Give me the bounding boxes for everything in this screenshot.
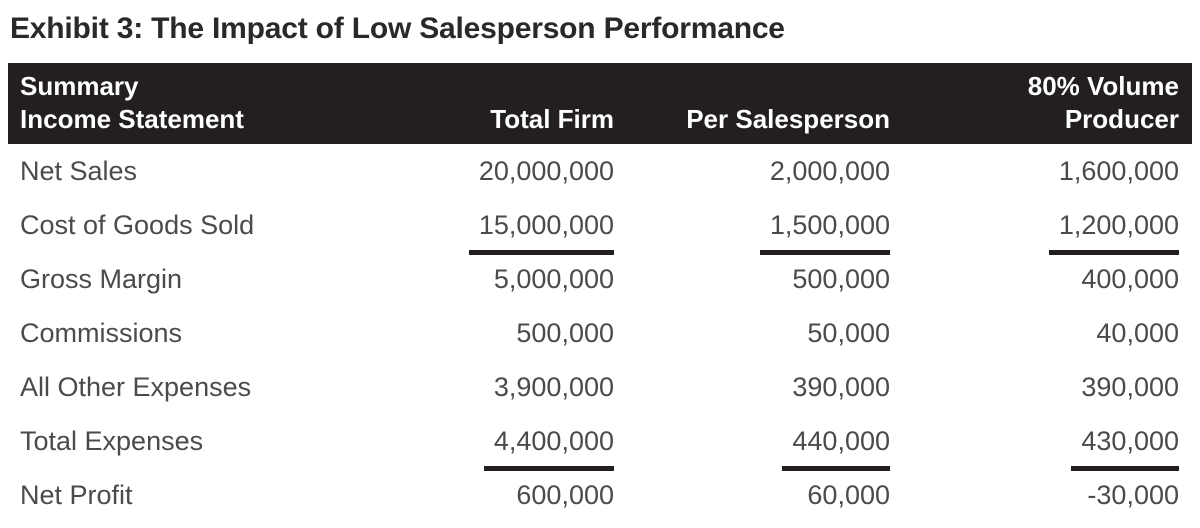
cell-volume-producer: 1,600,000 — [902, 144, 1192, 198]
cell-total-firm: 20,000,000 — [428, 144, 626, 198]
cell-value: 500,000 — [516, 317, 614, 348]
table-row-total-expenses: Total Expenses 4,400,000 440,000 430,000 — [8, 414, 1192, 471]
cell-per-salesperson: 2,000,000 — [626, 144, 902, 198]
cell-value: 2,000,000 — [769, 155, 890, 186]
header-summary-income-statement: Summary Income Statement — [8, 63, 428, 144]
cell-value: 50,000 — [807, 317, 890, 348]
table-row-all-other-expenses: All Other Expenses 3,900,000 390,000 390… — [8, 360, 1192, 414]
cell-volume-producer: 40,000 — [902, 306, 1192, 360]
header-per-salesperson: Per Salesperson — [626, 63, 902, 144]
header-80pct-volume-producer: 80% Volume Producer — [902, 63, 1192, 144]
table-row-gross-margin: Gross Margin 5,000,000 500,000 400,000 — [8, 252, 1192, 306]
row-label: Gross Margin — [20, 263, 183, 294]
page-title: Exhibit 3: The Impact of Low Salesperson… — [10, 12, 785, 45]
row-label: Commissions — [20, 317, 183, 348]
cell-total-firm: 600,000 — [428, 468, 626, 522]
cell-total-firm: 5,000,000 — [428, 252, 626, 306]
cell-value: 390,000 — [792, 371, 890, 402]
cell-value: 500,000 — [792, 263, 890, 294]
cell-value-underlined: 4,400,000 — [483, 426, 614, 471]
row-label: Total Expenses — [20, 425, 204, 456]
cell-total-firm: 4,400,000 — [428, 414, 626, 471]
cell-volume-producer: -30,000 — [902, 468, 1192, 522]
cell-value-underlined: 15,000,000 — [468, 210, 614, 255]
cell-total-firm: 500,000 — [428, 306, 626, 360]
cell-value: 40,000 — [1096, 317, 1179, 348]
header-line: Income Statement — [20, 104, 244, 134]
cell-value-underlined: 1,200,000 — [1048, 210, 1179, 255]
cell-value: 400,000 — [1081, 263, 1179, 294]
cell-volume-producer: 430,000 — [902, 414, 1192, 471]
cell-per-salesperson: 1,500,000 — [626, 198, 902, 255]
cell-total-firm: 15,000,000 — [428, 198, 626, 255]
header-total-firm: Total Firm — [428, 63, 626, 144]
cell-volume-producer: 390,000 — [902, 360, 1192, 414]
cell-value: 390,000 — [1081, 371, 1179, 402]
cell-value: 3,900,000 — [493, 371, 614, 402]
row-label: Net Sales — [20, 155, 138, 186]
header-line: Summary — [20, 71, 139, 101]
table-body: Net Sales 20,000,000 2,000,000 1,600,000… — [8, 144, 1192, 522]
cell-value: 5,000,000 — [493, 263, 614, 294]
cell-volume-producer: 400,000 — [902, 252, 1192, 306]
header-line: Total Firm — [490, 104, 614, 134]
cell-per-salesperson: 500,000 — [626, 252, 902, 306]
cell-value: -30,000 — [1087, 479, 1179, 510]
cell-per-salesperson: 390,000 — [626, 360, 902, 414]
row-label: All Other Expenses — [20, 371, 252, 402]
cell-value-underlined: 440,000 — [782, 426, 890, 471]
cell-volume-producer: 1,200,000 — [902, 198, 1192, 255]
header-line: Per Salesperson — [686, 104, 890, 134]
cell-per-salesperson: 50,000 — [626, 306, 902, 360]
header-line: 80% Volume — [1027, 71, 1179, 101]
cell-value: 1,600,000 — [1058, 155, 1179, 186]
cell-per-salesperson: 60,000 — [626, 468, 902, 522]
table-row-net-sales: Net Sales 20,000,000 2,000,000 1,600,000 — [8, 144, 1192, 198]
table-header: Summary Income Statement Total Firm Per … — [8, 63, 1192, 144]
header-line: Producer — [1064, 104, 1179, 134]
row-label: Net Profit — [20, 479, 133, 510]
table-header-row: Summary Income Statement Total Firm Per … — [8, 63, 1192, 144]
income-statement-table: Summary Income Statement Total Firm Per … — [8, 63, 1192, 522]
cell-value-underlined: 1,500,000 — [759, 210, 890, 255]
table-row-net-profit: Net Profit 600,000 60,000 -30,000 — [8, 468, 1192, 522]
table-row-commissions: Commissions 500,000 50,000 40,000 — [8, 306, 1192, 360]
row-label: Cost of Goods Sold — [20, 209, 255, 240]
cell-value: 600,000 — [516, 479, 614, 510]
table-row-cost-of-goods-sold: Cost of Goods Sold 15,000,000 1,500,000 … — [8, 198, 1192, 255]
cell-per-salesperson: 440,000 — [626, 414, 902, 471]
cell-value-underlined: 430,000 — [1071, 426, 1179, 471]
cell-value: 60,000 — [807, 479, 890, 510]
cell-value: 20,000,000 — [478, 155, 614, 186]
cell-total-firm: 3,900,000 — [428, 360, 626, 414]
